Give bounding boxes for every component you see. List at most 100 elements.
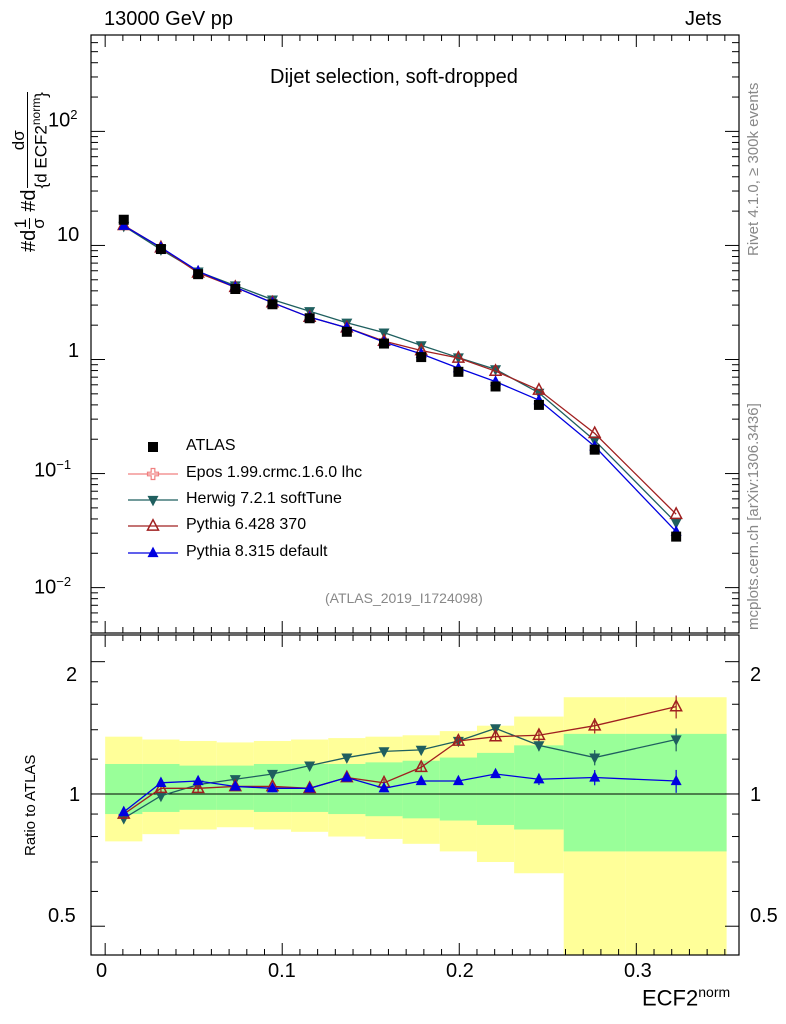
ratio-point-pythia-8-315-default xyxy=(378,781,390,793)
ratio-point-pythia-6-428-370 xyxy=(414,759,428,773)
axes-frame xyxy=(90,34,740,956)
ytick-exp: −2 xyxy=(56,574,72,589)
ratio-point-herwig-7-2-1-softtune xyxy=(670,735,682,746)
legend-marker-herwig-7-2-1-softtune xyxy=(147,495,159,507)
ratio-point-herwig-7-2-1-softtune xyxy=(378,747,390,758)
data-point-atlas xyxy=(230,284,241,295)
x-axis-label-sup: norm xyxy=(698,984,731,1000)
series-line-pythia-8-315-default xyxy=(123,225,677,533)
ratio-point-herwig-7-2-1-softtune xyxy=(589,753,601,764)
legend-marker-epos-1-99-crmc-1-6-0-lhc xyxy=(146,467,160,481)
ylabel-frac2-den: {d ECF2 xyxy=(31,125,51,189)
main-y-axis-label: #d 1 σ #d dσ {d ECF2norm} xyxy=(9,91,51,252)
x-axis-label: ECF2norm xyxy=(642,984,730,1011)
ratio-point-herwig-7-2-1-softtune xyxy=(415,745,427,757)
ratio-point-pythia-8-315-default xyxy=(415,774,427,786)
ylabel-prefix: #d xyxy=(18,229,41,252)
ratio-line-pythia-8-315-default xyxy=(123,773,677,813)
header-right: Jets xyxy=(685,8,722,30)
data-point-atlas xyxy=(533,399,544,410)
ratio-uncertainty-bands xyxy=(105,697,727,955)
ratio-point-pythia-8-315-default xyxy=(490,767,502,779)
xtick-label-0: 0 xyxy=(96,960,108,982)
ratio-point-herwig-7-2-1-softtune xyxy=(266,769,278,781)
legend-marker-pythia-8-315-default xyxy=(147,546,159,558)
ytick-label-100: 102 xyxy=(48,107,77,133)
legend-label-epos: Epos 1.99.crmc.1.6.0 lhc xyxy=(186,464,363,481)
ratio-point-pythia-8-315-default xyxy=(670,774,682,786)
plot-title: Dijet selection, soft-dropped xyxy=(270,66,518,88)
ratio-point-pythia-6-428-370 xyxy=(451,733,466,746)
ratio-plot-series xyxy=(117,695,683,825)
xtick-label-0.1: 0.1 xyxy=(268,960,296,982)
series-atlas xyxy=(118,214,682,542)
data-point-atlas xyxy=(416,352,427,363)
ratio-line-pythia-6-428-370 xyxy=(123,706,677,815)
data-point-atlas xyxy=(304,313,315,324)
ylabel-frac2: dσ {d ECF2norm} xyxy=(9,92,51,189)
ratio-point-pythia-8-315-default xyxy=(341,771,353,782)
ratio-point-pythia-6-428-370 xyxy=(587,717,602,731)
ylabel-frac2-num: dσ xyxy=(9,92,28,189)
legend-marker-atlas xyxy=(148,442,158,452)
ratio-point-pythia-6-428-370 xyxy=(669,698,683,712)
data-point-atlas xyxy=(671,531,682,542)
ratio-point-pythia-8-315-default xyxy=(589,771,601,782)
ratio-point-pythia-8-315-default xyxy=(533,772,545,784)
ratio-point-pythia-6-428-370 xyxy=(154,780,168,794)
legend-label-herwig: Herwig 7.2.1 softTune xyxy=(186,490,342,507)
ratio-line-herwig-7-2-1-softtune xyxy=(123,727,677,819)
ytick-base: 10 xyxy=(48,109,71,132)
ratio-point-pythia-6-428-370 xyxy=(191,780,205,794)
ytick-base: 10 xyxy=(34,459,57,482)
data-point-atlas xyxy=(193,269,204,280)
xtick-label-0.3: 0.3 xyxy=(624,960,652,982)
ratio-point-pythia-8-315-default xyxy=(266,781,278,793)
main-plot-frame xyxy=(90,34,740,634)
analysis-label: (ATLAS_2019_I1724098) xyxy=(325,590,483,606)
ratio-ytick-label-2: 2 xyxy=(66,664,78,686)
data-point-atlas xyxy=(267,299,278,310)
ratio-ytick-label-1-right: 1 xyxy=(750,784,762,806)
ytick-exp: 2 xyxy=(70,107,78,122)
ratio-point-pythia-8-315-default xyxy=(118,805,130,817)
ylabel-close: } xyxy=(31,92,51,98)
legend-label-pythia6: Pythia 6.428 370 xyxy=(186,516,307,533)
ratio-point-herwig-7-2-1-softtune xyxy=(341,753,353,764)
data-point-pythia-6-428-370 xyxy=(669,506,683,520)
ratio-point-pythia-8-315-default xyxy=(192,774,204,786)
ratio-y-axis-label: Ratio to ATLAS xyxy=(22,754,39,856)
band-inner-bin xyxy=(514,745,564,830)
ratio-point-herwig-7-2-1-softtune xyxy=(304,761,316,772)
mcplots-url-label: mcplots.cern.ch [arXiv:1306.3436] xyxy=(745,403,762,630)
data-point-herwig-7-2-1-softtune xyxy=(670,518,682,530)
ytick-exp: −1 xyxy=(56,457,72,472)
data-point-atlas xyxy=(118,214,129,225)
series-pythia-8-315-default xyxy=(118,219,682,536)
legend-marker-pythia-6-428-370 xyxy=(146,518,160,531)
ratio-point-pythia-8-315-default xyxy=(155,776,167,787)
series-herwig-7-2-1-softtune xyxy=(118,221,682,530)
ratio-series-pythia-8-315-default xyxy=(118,767,682,817)
data-point-atlas xyxy=(379,338,390,349)
data-point-pythia-6-428-370 xyxy=(587,425,602,439)
data-point-atlas xyxy=(341,326,352,337)
xtick-label-0.2: 0.2 xyxy=(446,960,474,982)
legend xyxy=(128,442,178,558)
band-inner-bin xyxy=(476,752,515,825)
ratio-point-herwig-7-2-1-softtune xyxy=(155,791,167,803)
data-point-atlas xyxy=(589,444,600,455)
ratio-point-herwig-7-2-1-softtune xyxy=(533,741,545,752)
ratio-ytick-label-2-right: 2 xyxy=(750,664,762,686)
ylabel-frac1-num: 1 xyxy=(11,218,31,229)
band-inner-bin xyxy=(439,757,477,821)
ylabel-sup: norm xyxy=(29,97,43,126)
main-plot-series xyxy=(117,214,683,542)
ylabel-frac1-den: σ xyxy=(29,218,49,229)
ratio-ytick-label-0.5: 0.5 xyxy=(48,905,76,927)
rivet-version-label: Rivet 4.1.0, ≥ 300k events xyxy=(745,82,762,256)
ratio-point-pythia-8-315-default xyxy=(229,780,241,791)
ratio-point-pythia-8-315-default xyxy=(452,774,464,786)
